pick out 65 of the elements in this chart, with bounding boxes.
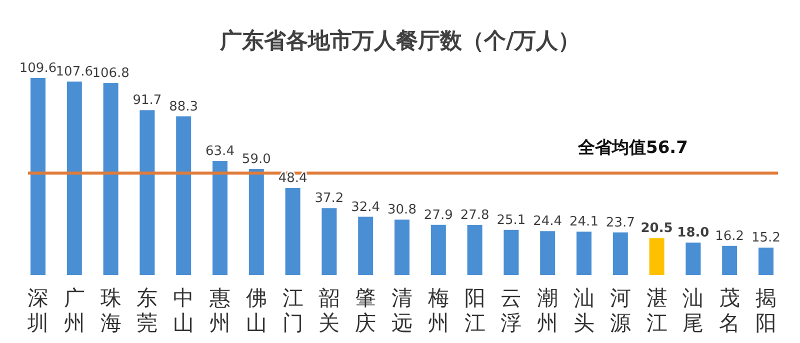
bar bbox=[686, 242, 701, 275]
bar bbox=[722, 246, 738, 275]
data-label: 18.0 bbox=[677, 226, 710, 241]
data-label: 32.4 bbox=[351, 200, 380, 215]
bar bbox=[322, 208, 337, 275]
bar bbox=[30, 78, 46, 275]
x-tick-label: 云浮 bbox=[500, 286, 522, 335]
x-tick-label: 阳江 bbox=[464, 286, 486, 335]
x-tick-label: 湛江 bbox=[646, 286, 668, 335]
bar bbox=[358, 216, 374, 275]
x-tick-label: 珠海 bbox=[100, 286, 122, 335]
x-tick-label: 江门 bbox=[282, 286, 304, 335]
bar bbox=[285, 188, 300, 275]
x-tick-label: 河源 bbox=[610, 286, 631, 335]
data-label: 20.5 bbox=[640, 221, 673, 236]
x-tick-label: 广州 bbox=[64, 286, 85, 335]
bar bbox=[103, 83, 118, 275]
data-label: 63.4 bbox=[206, 144, 234, 160]
ref-line-label: 全省均值56.7 bbox=[577, 138, 688, 158]
data-label: 16.2 bbox=[715, 228, 744, 244]
x-tick-label: 佛山 bbox=[246, 286, 267, 335]
data-label: 37.2 bbox=[314, 191, 344, 206]
bar bbox=[248, 168, 264, 275]
x-tick-label: 揭阳 bbox=[756, 286, 776, 335]
bar bbox=[540, 231, 556, 275]
x-tick-label: 潮州 bbox=[537, 286, 558, 335]
bar bbox=[430, 224, 446, 275]
x-tick-label: 深圳 bbox=[26, 286, 48, 335]
bar bbox=[649, 238, 664, 275]
data-label: 91.7 bbox=[132, 93, 162, 108]
bar bbox=[212, 161, 228, 275]
data-label: 27.8 bbox=[460, 208, 490, 224]
data-label: 27.9 bbox=[424, 208, 453, 223]
x-tick-label: 茂名 bbox=[719, 286, 740, 335]
x-tick-label: 肇庆 bbox=[355, 286, 376, 335]
data-label: 109.6 bbox=[19, 61, 57, 76]
data-label: 24.4 bbox=[533, 214, 562, 230]
data-label: 23.7 bbox=[606, 215, 635, 230]
bar bbox=[576, 232, 592, 275]
data-label: 24.1 bbox=[570, 214, 598, 230]
bar bbox=[66, 82, 82, 275]
data-label: 106.8 bbox=[92, 66, 130, 82]
x-tick-label: 韶关 bbox=[318, 286, 340, 335]
data-label: 88.3 bbox=[169, 99, 198, 114]
data-label: 107.6 bbox=[56, 64, 94, 80]
x-tick-label: 惠州 bbox=[208, 286, 230, 335]
bar bbox=[504, 230, 519, 275]
data-label: 30.8 bbox=[388, 202, 416, 218]
x-tick-label: 中山 bbox=[173, 286, 194, 335]
bar bbox=[140, 110, 155, 275]
bar bbox=[176, 116, 192, 275]
x-tick-label: 汕尾 bbox=[682, 286, 704, 335]
data-label: 15.2 bbox=[752, 230, 780, 246]
data-label: 25.1 bbox=[496, 212, 526, 228]
bar bbox=[394, 220, 410, 275]
x-tick-label: 梅州 bbox=[426, 286, 449, 335]
chart-title: 广东省各地市万人餐厅数（个/万人） bbox=[218, 28, 580, 54]
data-label: 59.0 bbox=[242, 152, 271, 167]
bar bbox=[467, 225, 482, 275]
data-label: 48.4 bbox=[278, 171, 308, 186]
bar bbox=[612, 232, 628, 275]
bar bbox=[758, 248, 774, 275]
x-tick-label: 清远 bbox=[392, 286, 412, 335]
x-tick-label: 东莞 bbox=[136, 286, 158, 335]
x-tick-label: 汕头 bbox=[574, 286, 594, 335]
